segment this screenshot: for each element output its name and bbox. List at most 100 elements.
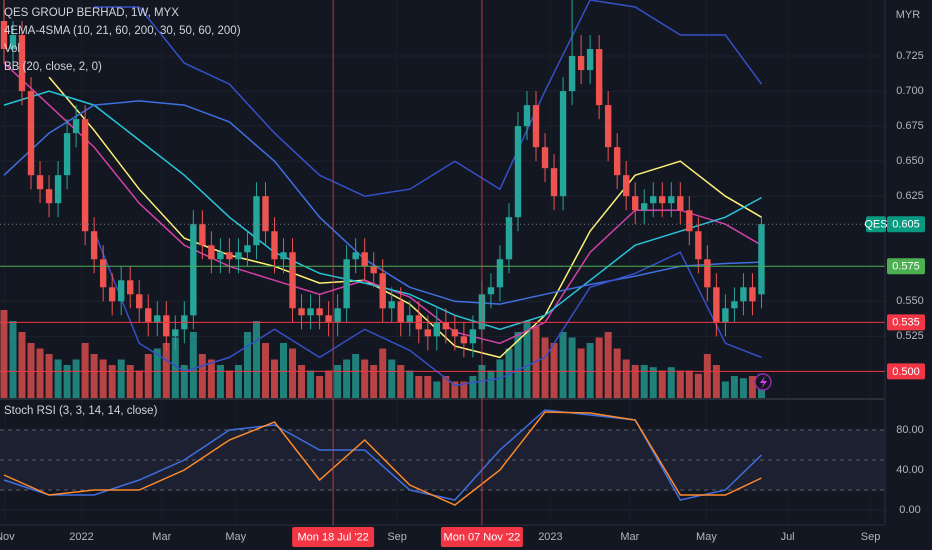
- y-tick-label: 0.525: [896, 330, 924, 342]
- volume-bar: [207, 359, 215, 398]
- candle-body: [622, 175, 630, 197]
- candle-body: [532, 105, 540, 148]
- candle-body: [63, 133, 71, 176]
- y-tick-label: 0.550: [896, 295, 924, 307]
- candle-body: [397, 301, 404, 323]
- x-tick-label: May: [696, 531, 717, 543]
- volume-bar: [45, 354, 53, 398]
- indicator-line: [3, 90, 762, 331]
- candle-body: [226, 252, 233, 260]
- candle-body: [262, 196, 269, 232]
- volume-bar: [334, 365, 342, 398]
- candle-body: [632, 196, 639, 211]
- y-tick-label: 40.00: [896, 464, 924, 476]
- y-tick-label: 0.725: [896, 50, 924, 62]
- candle-body: [361, 252, 368, 267]
- candle-body: [695, 231, 702, 260]
- volume-bar: [171, 337, 179, 398]
- candle-body: [523, 105, 531, 127]
- volume-bar: [180, 365, 188, 398]
- alert-icon: [754, 373, 772, 391]
- candle-body: [280, 252, 287, 260]
- volume-bar: [270, 359, 278, 398]
- candle-body: [469, 329, 477, 344]
- candle-body: [27, 91, 35, 176]
- candle-body: [379, 273, 386, 309]
- candle-body: [36, 175, 44, 190]
- candle-body: [253, 196, 260, 246]
- volume-bar: [559, 332, 567, 398]
- x-tick-label: Jul: [781, 531, 795, 543]
- candle-body: [298, 308, 305, 316]
- price-label: 0.500: [892, 366, 920, 378]
- chart-title: QES GROUP BERHAD, 1W, MYX: [4, 7, 179, 19]
- date-marker-box: [292, 527, 375, 547]
- x-tick-label: Mar: [620, 531, 639, 543]
- volume-bar: [370, 365, 378, 398]
- candle-body: [505, 217, 513, 260]
- indicator-line: [93, 230, 762, 387]
- indicator-line: [3, 100, 762, 305]
- volume-bar: [415, 376, 423, 398]
- volume-bar: [685, 370, 693, 398]
- volume-bar: [631, 365, 639, 398]
- currency-label: MYR: [896, 9, 921, 21]
- volume-bar: [523, 321, 531, 398]
- volume-bar: [36, 348, 44, 398]
- y-tick-label: 80.00: [896, 424, 924, 436]
- volume-bar: [397, 365, 405, 398]
- candle-body: [659, 196, 666, 204]
- candle-body: [559, 91, 567, 197]
- x-tick-label: Nov: [0, 531, 15, 543]
- volume-bar: [153, 348, 161, 398]
- candle-body: [217, 252, 224, 260]
- candle-body: [758, 224, 765, 295]
- price-label: 0.605: [892, 219, 920, 231]
- volume-bar: [144, 354, 152, 398]
- volume-bar: [613, 348, 621, 398]
- candle-body: [244, 245, 251, 253]
- candle-body: [668, 196, 675, 204]
- indicator-legend: Stoch RSI (3, 3, 14, 14, close): [4, 405, 158, 417]
- volume-bar: [72, 359, 80, 398]
- symbol-tag: QES: [864, 219, 887, 231]
- candle-body: [433, 322, 441, 337]
- volume-bar: [90, 354, 98, 398]
- y-tick-label: 0.675: [896, 120, 924, 132]
- volume-bar: [54, 359, 62, 398]
- candle-body: [406, 315, 413, 323]
- candle-body: [127, 280, 134, 295]
- volume-bar: [27, 343, 35, 398]
- volume-bar: [604, 332, 612, 398]
- volume-bar: [667, 367, 675, 398]
- volume-bar: [595, 337, 603, 398]
- candle-body: [731, 301, 738, 309]
- volume-bar: [9, 321, 17, 398]
- candle-body: [117, 280, 125, 302]
- indicator-line: [3, 411, 762, 506]
- volume-bar: [640, 365, 648, 398]
- candle-body: [18, 35, 26, 92]
- candle-body: [172, 329, 179, 337]
- volume-bar: [433, 381, 441, 398]
- candle-body: [388, 301, 395, 309]
- candle-body: [577, 56, 585, 71]
- candle-body: [334, 308, 341, 323]
- y-tick-label: 0.00: [899, 504, 920, 516]
- volume-bar: [694, 373, 702, 398]
- volume-bar: [703, 354, 711, 398]
- candle-body: [740, 287, 747, 302]
- candle-body: [163, 315, 170, 337]
- volume-bar: [162, 343, 170, 398]
- candle-body: [307, 308, 314, 316]
- y-tick-label: 0.650: [896, 155, 924, 167]
- candle-body: [9, 35, 17, 50]
- x-tick-label: Sep: [861, 531, 881, 543]
- volume-bar: [721, 381, 729, 398]
- x-tick-label: Mar: [152, 531, 171, 543]
- y-tick-label: 0.700: [896, 85, 924, 97]
- volume-bar: [343, 359, 351, 398]
- volume-bar: [135, 370, 143, 398]
